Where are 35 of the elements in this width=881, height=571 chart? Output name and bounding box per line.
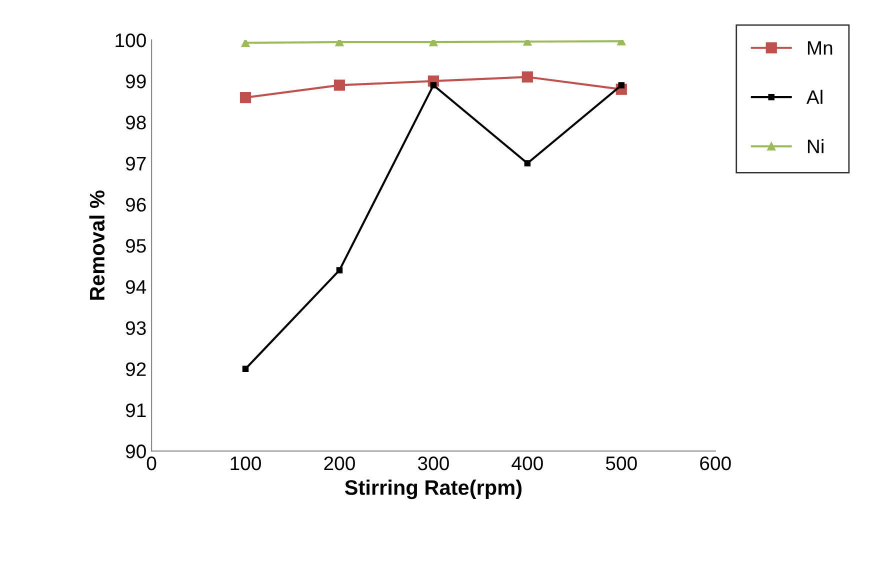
- point: [240, 92, 252, 104]
- point: [241, 40, 250, 48]
- x-tick-label: 0: [146, 456, 156, 470]
- x-tick-label: 300: [418, 456, 449, 470]
- point: [242, 366, 249, 372]
- legend-label: Al: [806, 90, 822, 104]
- y-tick-label: 99: [126, 74, 146, 88]
- y-tick-label: 100: [116, 33, 146, 48]
- y-tick-label: 93: [126, 321, 146, 335]
- y-tick-label: 92: [126, 362, 146, 376]
- point: [618, 82, 625, 88]
- y-tick-label: 95: [126, 239, 146, 253]
- point: [429, 40, 438, 46]
- x-tick-label: 500: [606, 456, 637, 470]
- legend-label: Ni: [808, 139, 824, 154]
- y-tick-label: 94: [126, 280, 146, 294]
- y-tick-label: 91: [126, 403, 146, 418]
- point: [524, 160, 531, 166]
- x-tick-label: 600: [700, 456, 731, 470]
- y-axis-title: Removal %: [89, 190, 105, 300]
- y-tick-label: 98: [126, 116, 146, 130]
- point: [523, 40, 532, 46]
- point: [522, 71, 533, 83]
- y-tick-label: 90: [126, 444, 146, 458]
- y-tick-label: 97: [126, 156, 146, 171]
- point: [336, 267, 343, 274]
- x-axis-title: Stirring Rate(rpm): [344, 480, 522, 500]
- point: [430, 82, 437, 88]
- y-tick-label: 96: [126, 198, 146, 212]
- point: [335, 40, 344, 46]
- x-tick-label: 200: [324, 456, 355, 470]
- point: [334, 80, 346, 91]
- x-tick-label: 100: [230, 456, 261, 470]
- legend-label: Mn: [808, 41, 832, 55]
- x-tick-label: 400: [512, 456, 543, 470]
